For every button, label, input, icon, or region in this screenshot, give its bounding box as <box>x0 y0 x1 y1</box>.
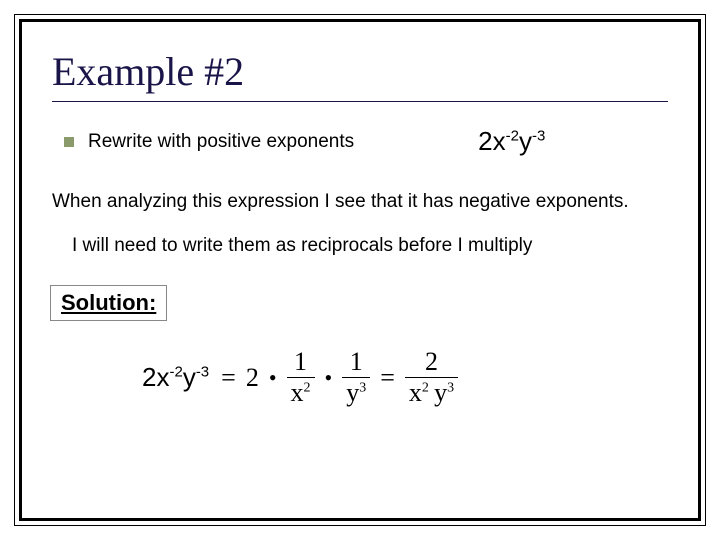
equation-rhs: = 2 • 1 x2 • 1 y3 = 2 x2 y3 <box>221 349 458 406</box>
slide-title: Example #2 <box>52 48 668 102</box>
slide-inner-border: Example #2 Rewrite with positive exponen… <box>19 19 701 521</box>
bullet-row: Rewrite with positive exponents 2x-2y-3 <box>64 126 668 157</box>
slide-outer-border: Example #2 Rewrite with positive exponen… <box>14 14 706 526</box>
analysis-line: When analyzing this expression I see tha… <box>52 191 668 213</box>
square-bullet-icon <box>64 137 74 147</box>
bullet-text: Rewrite with positive exponents <box>88 131 354 153</box>
solution-equation: 2x-2y-3 = 2 • 1 x2 • 1 y3 = 2 x2 y3 <box>142 349 668 406</box>
fraction-1-over-x2: 1 x2 <box>287 349 315 406</box>
solution-label: Solution: <box>50 285 167 321</box>
expression-top: 2x-2y-3 <box>478 126 545 157</box>
fraction-result: 2 x2 y3 <box>405 349 458 406</box>
fraction-1-over-y3: 1 y3 <box>342 349 370 406</box>
reciprocals-line: I will need to write them as reciprocals… <box>72 235 668 257</box>
coef-2: 2 <box>246 363 259 393</box>
equation-lhs: 2x-2y-3 <box>142 362 209 393</box>
